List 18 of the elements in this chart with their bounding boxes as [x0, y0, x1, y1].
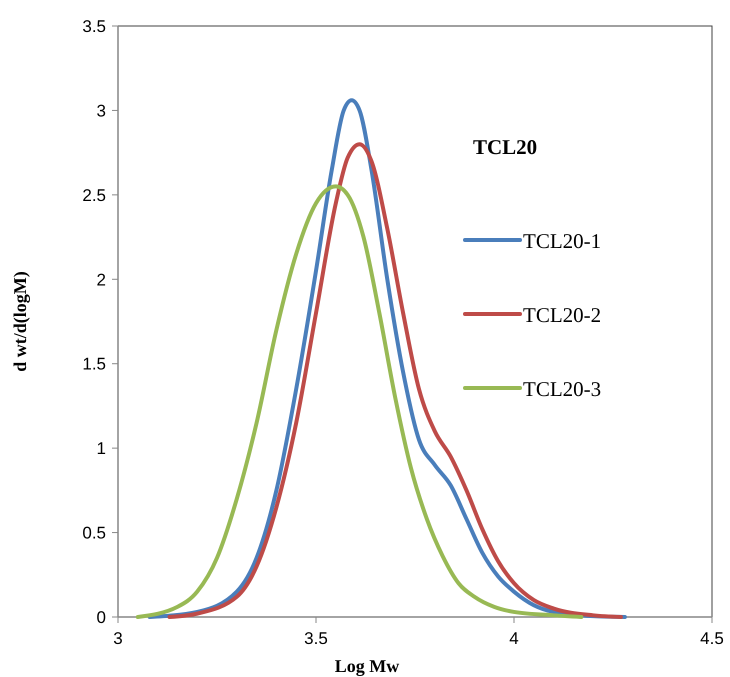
y-tick-label: 0.5 — [82, 524, 106, 543]
x-tick-label: 3.5 — [304, 629, 328, 648]
legend-label: TCL20-2 — [523, 303, 602, 327]
y-tick-label: 2.5 — [82, 186, 106, 205]
y-tick-label: 1.5 — [82, 354, 106, 374]
x-tick-label: 3 — [113, 629, 123, 648]
legend-title: TCL20 — [473, 135, 538, 159]
x-tick-label: 4 — [509, 629, 519, 648]
y-axis-title: d wt/d(logM) — [10, 271, 30, 372]
y-tick-label: 3 — [96, 101, 106, 120]
y-tick-label: 1 — [96, 439, 106, 458]
x-tick-label: 4.5 — [700, 629, 724, 648]
y-tick-label: 3.5 — [82, 17, 106, 36]
x-axis-title: Log Mw — [334, 656, 400, 676]
y-tick-label: 0 — [96, 608, 106, 627]
y-tick-label: 2 — [96, 270, 106, 290]
legend-label: TCL20-1 — [523, 229, 602, 253]
legend-label: TCL20-3 — [523, 377, 602, 401]
